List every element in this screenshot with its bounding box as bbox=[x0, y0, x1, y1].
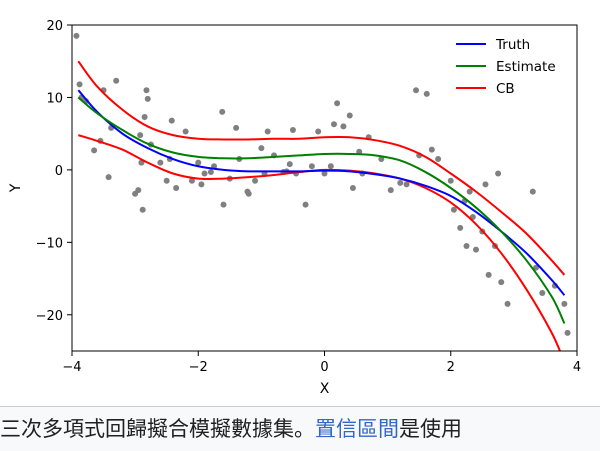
data-point bbox=[466, 188, 473, 195]
y-tick-label: 20 bbox=[46, 19, 63, 34]
data-point bbox=[334, 100, 341, 107]
data-point bbox=[105, 174, 112, 181]
data-point bbox=[529, 188, 536, 195]
x-tick-label: 4 bbox=[573, 360, 581, 375]
y-tick-label: −20 bbox=[36, 309, 63, 324]
fit-lines bbox=[77, 60, 566, 351]
data-point bbox=[403, 181, 410, 188]
data-point bbox=[198, 181, 205, 188]
legend-label-estimate: Estimate bbox=[496, 59, 556, 75]
data-point bbox=[182, 128, 189, 135]
figure-caption: 三次多項式回歸擬合模擬數據集。置信區間是使用 bbox=[0, 406, 600, 451]
cb-lower-line bbox=[78, 134, 562, 351]
truth-line bbox=[77, 89, 566, 296]
data-point bbox=[561, 300, 568, 307]
y-axis-ticks: −20 −10 0 10 20 bbox=[36, 19, 72, 324]
scatter-points bbox=[73, 32, 571, 336]
data-point bbox=[539, 290, 546, 297]
data-point bbox=[308, 163, 315, 170]
data-point bbox=[91, 147, 98, 154]
data-point bbox=[321, 170, 328, 177]
y-tick-label: −10 bbox=[36, 236, 63, 251]
x-axis-label: X bbox=[320, 381, 330, 397]
data-point bbox=[143, 87, 150, 94]
data-point bbox=[168, 117, 175, 124]
data-point bbox=[532, 264, 539, 271]
data-point bbox=[258, 145, 265, 152]
x-tick-label: 0 bbox=[320, 360, 328, 375]
data-point bbox=[450, 206, 457, 213]
data-point bbox=[195, 159, 202, 166]
data-point bbox=[144, 95, 151, 102]
data-point bbox=[330, 121, 337, 128]
data-point bbox=[498, 279, 505, 286]
data-point bbox=[173, 185, 180, 191]
data-point bbox=[157, 159, 164, 166]
data-point bbox=[135, 187, 142, 194]
y-tick-label: 10 bbox=[46, 91, 63, 106]
data-point bbox=[163, 177, 170, 184]
data-point bbox=[141, 114, 148, 121]
legend: Truth Estimate CB bbox=[456, 37, 556, 97]
data-point bbox=[219, 108, 226, 115]
data-point bbox=[564, 329, 571, 336]
legend-label-truth: Truth bbox=[495, 37, 530, 53]
cb-upper-line bbox=[77, 60, 566, 276]
data-point bbox=[463, 242, 470, 249]
data-point bbox=[139, 206, 146, 213]
data-point bbox=[435, 156, 442, 163]
data-point bbox=[485, 271, 492, 278]
data-point bbox=[302, 201, 309, 208]
data-point bbox=[387, 187, 394, 194]
data-point bbox=[220, 201, 227, 208]
confidence-interval-link[interactable]: 置信區間 bbox=[315, 417, 399, 441]
data-point bbox=[447, 177, 454, 184]
data-point bbox=[252, 177, 259, 184]
data-point bbox=[201, 170, 208, 177]
data-point bbox=[289, 127, 296, 134]
caption-text: 三次多項式回歸擬合模擬數據集。 bbox=[0, 417, 315, 441]
data-point bbox=[137, 132, 144, 139]
data-point bbox=[73, 32, 80, 39]
data-point bbox=[473, 246, 479, 253]
x-tick-label: −2 bbox=[189, 360, 208, 375]
data-point bbox=[207, 169, 214, 176]
x-tick-label: 2 bbox=[447, 360, 455, 375]
data-point bbox=[423, 90, 430, 97]
data-point bbox=[495, 170, 502, 177]
data-point bbox=[245, 190, 252, 197]
data-point bbox=[264, 128, 271, 135]
y-axis-label: Y bbox=[8, 183, 24, 193]
caption-text-end: 是使用 bbox=[399, 417, 462, 441]
data-point bbox=[327, 163, 334, 170]
y-tick-label: 0 bbox=[55, 164, 63, 179]
data-point bbox=[457, 224, 464, 231]
data-point bbox=[340, 123, 347, 130]
data-point bbox=[349, 185, 356, 191]
data-point bbox=[315, 128, 322, 135]
data-point bbox=[428, 146, 435, 153]
estimate-line bbox=[77, 96, 566, 324]
data-point bbox=[188, 177, 195, 184]
data-point bbox=[482, 181, 489, 188]
data-point bbox=[113, 77, 120, 84]
data-point bbox=[413, 87, 420, 94]
data-point bbox=[504, 300, 511, 307]
data-point bbox=[286, 161, 293, 168]
data-point bbox=[233, 124, 240, 131]
x-axis-ticks: −4 −2 0 2 4 bbox=[62, 351, 581, 375]
data-point bbox=[397, 179, 404, 186]
legend-label-cb: CB bbox=[496, 81, 515, 97]
x-tick-label: −4 bbox=[62, 360, 81, 375]
data-point bbox=[346, 112, 353, 119]
data-point bbox=[76, 81, 83, 88]
